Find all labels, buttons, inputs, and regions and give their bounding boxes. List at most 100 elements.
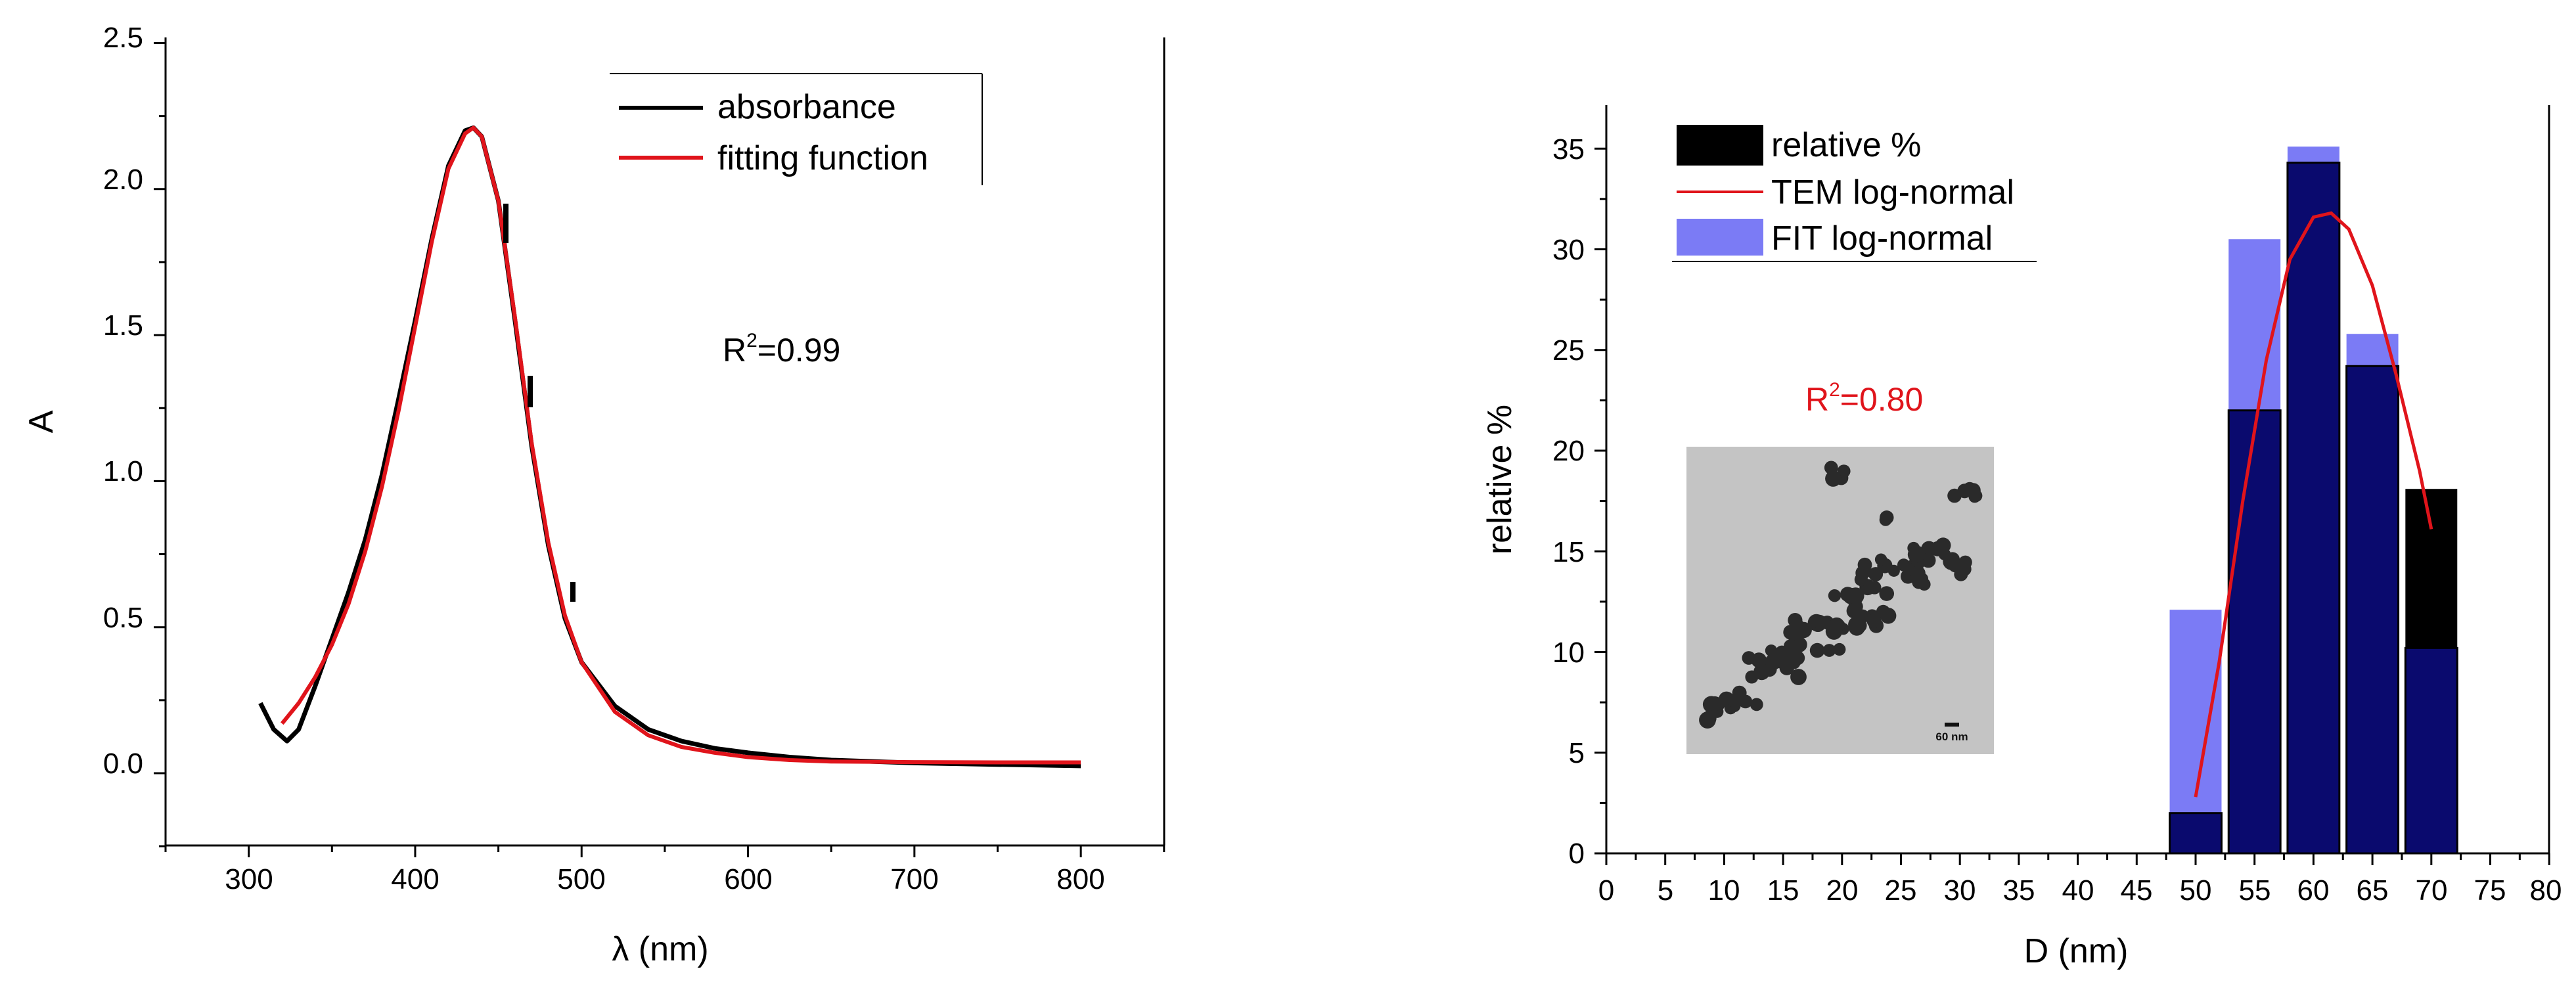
nanoparticle	[1848, 616, 1864, 633]
scale-bar	[1945, 723, 1959, 727]
legend-label-absorbance: absorbance	[717, 88, 896, 126]
nanoparticle	[1837, 464, 1851, 478]
right-xtick-label: 50	[2180, 874, 2212, 907]
right-xtick-label: 25	[1885, 874, 1917, 907]
right-xtick-label: 75	[2474, 874, 2506, 907]
right-ytick-label: 30	[1552, 234, 1585, 266]
right-legend: relative % TEM log-normal FIT log-normal	[1672, 125, 2037, 262]
left-ytick-label: 2.5	[103, 22, 143, 54]
right-xtick-label: 30	[1944, 874, 1976, 907]
left-y-axis-label: A	[22, 410, 60, 433]
nanoparticle	[1790, 669, 1807, 685]
scale-bar-label: 60 nm	[1935, 731, 1968, 743]
absorbance-series-line	[258, 125, 1081, 769]
right-xtick-label: 0	[1598, 874, 1614, 907]
nanoparticle-cluster	[1699, 461, 1983, 729]
legend-label-fit-lognormal: FIT log-normal	[1771, 219, 1993, 258]
right-xtick-label: 40	[2062, 874, 2094, 907]
nanoparticle	[1809, 642, 1825, 658]
right-axis-ticks	[1594, 147, 2550, 865]
left-ytick-label: 1.5	[103, 309, 143, 342]
tem-lognormal-curve	[2194, 211, 2433, 798]
nanoparticle	[1765, 655, 1778, 669]
right-xtick-label: 35	[2003, 874, 2035, 907]
nanoparticle	[1847, 587, 1864, 604]
nanoparticle	[1750, 698, 1763, 711]
left-legend: absorbance fitting function	[610, 73, 983, 185]
bar-overlap	[2286, 162, 2341, 855]
right-xtick-label: 10	[1708, 874, 1740, 907]
bar-overlap	[2404, 646, 2458, 855]
nanoparticle	[1753, 664, 1771, 681]
nanoparticle	[1866, 614, 1882, 629]
nanoparticle	[1707, 696, 1723, 711]
nanoparticle	[1970, 489, 1983, 503]
right-xtick-label: 5	[1658, 874, 1673, 907]
nanoparticle	[1857, 557, 1872, 572]
nanoparticle	[1784, 639, 1798, 654]
legend-label-fitting-function: fitting function	[717, 139, 928, 177]
nanoparticle	[1958, 555, 1972, 570]
left-ytick-label: 1.0	[103, 455, 143, 487]
right-ytick-label: 5	[1569, 737, 1585, 769]
tem-micrograph-inset: 60 nm	[1686, 447, 1994, 754]
right-xtick-label: 15	[1767, 874, 1799, 907]
nanoparticle	[1880, 510, 1894, 525]
bar-overlap	[2345, 365, 2400, 855]
nanoparticle	[1854, 573, 1868, 587]
nanoparticle	[1829, 617, 1845, 633]
size-distribution-chart: 0 5 10 15 20 25 30 35 0 5 10 15 20 25 30…	[1481, 105, 2562, 970]
absorbance-chart: 0.0 0.5 1.0 1.5 2.0 2.5 300 400 500 600 …	[22, 22, 1165, 968]
nanoparticle	[1879, 586, 1894, 601]
left-axis-ticks	[154, 42, 1165, 857]
bar-overlap	[2169, 812, 2223, 855]
nanoparticle	[1897, 558, 1910, 572]
left-xtick-label: 500	[557, 863, 605, 895]
right-r-squared-annotation: R2=0.80	[1805, 379, 1923, 418]
relative-percent-bars	[2169, 162, 2458, 855]
right-ytick-label: 10	[1552, 637, 1585, 669]
right-xtick-label: 80	[2530, 874, 2562, 907]
left-xtick-label: 400	[391, 863, 439, 895]
right-xtick-label: 55	[2239, 874, 2271, 907]
nanoparticle	[1727, 694, 1740, 708]
legend-label-relative-percent: relative %	[1771, 126, 1921, 164]
nanoparticle	[1880, 608, 1897, 624]
right-x-axis-label: D (nm)	[2024, 932, 2129, 970]
left-r-squared-annotation: R2=0.99	[723, 330, 840, 369]
right-ytick-label: 35	[1552, 133, 1585, 166]
left-ytick-label: 0.5	[103, 602, 143, 634]
left-ytick-label: 0.0	[103, 748, 143, 780]
nanoparticle	[1828, 589, 1842, 602]
legend-swatch-relative-percent	[1677, 125, 1763, 166]
nanoparticle	[1833, 642, 1846, 656]
right-ytick-label: 25	[1552, 334, 1585, 367]
left-xtick-label: 300	[225, 863, 273, 895]
left-xtick-label: 800	[1056, 863, 1104, 895]
right-xtick-label: 45	[2121, 874, 2153, 907]
right-xtick-label: 65	[2357, 874, 2389, 907]
legend-label-tem-lognormal: TEM log-normal	[1771, 173, 2014, 212]
bar-overlap	[2227, 409, 2282, 855]
left-xtick-label: 700	[890, 863, 938, 895]
right-ytick-label: 0	[1569, 838, 1585, 870]
nanoparticle	[1792, 619, 1805, 631]
right-ytick-label: 20	[1552, 435, 1585, 467]
right-xtick-label: 60	[2297, 874, 2330, 907]
fitting-function-series-line	[280, 125, 1081, 765]
right-xtick-label: 70	[2416, 874, 2448, 907]
nanoparticle	[1822, 644, 1836, 657]
nanoparticle	[1738, 694, 1753, 709]
right-ytick-label: 15	[1552, 536, 1585, 568]
nanoparticle	[1825, 470, 1842, 487]
legend-swatch-fit-lognormal	[1677, 219, 1763, 256]
right-y-axis-label: relative %	[1481, 405, 1519, 554]
nanoparticle	[1910, 566, 1926, 581]
nanoparticle	[1699, 711, 1716, 729]
left-ytick-label: 2.0	[103, 164, 143, 196]
right-xtick-label: 20	[1826, 874, 1859, 907]
left-x-axis-label: λ (nm)	[612, 930, 708, 968]
left-xtick-label: 600	[724, 863, 772, 895]
nanoparticle	[1868, 568, 1880, 580]
